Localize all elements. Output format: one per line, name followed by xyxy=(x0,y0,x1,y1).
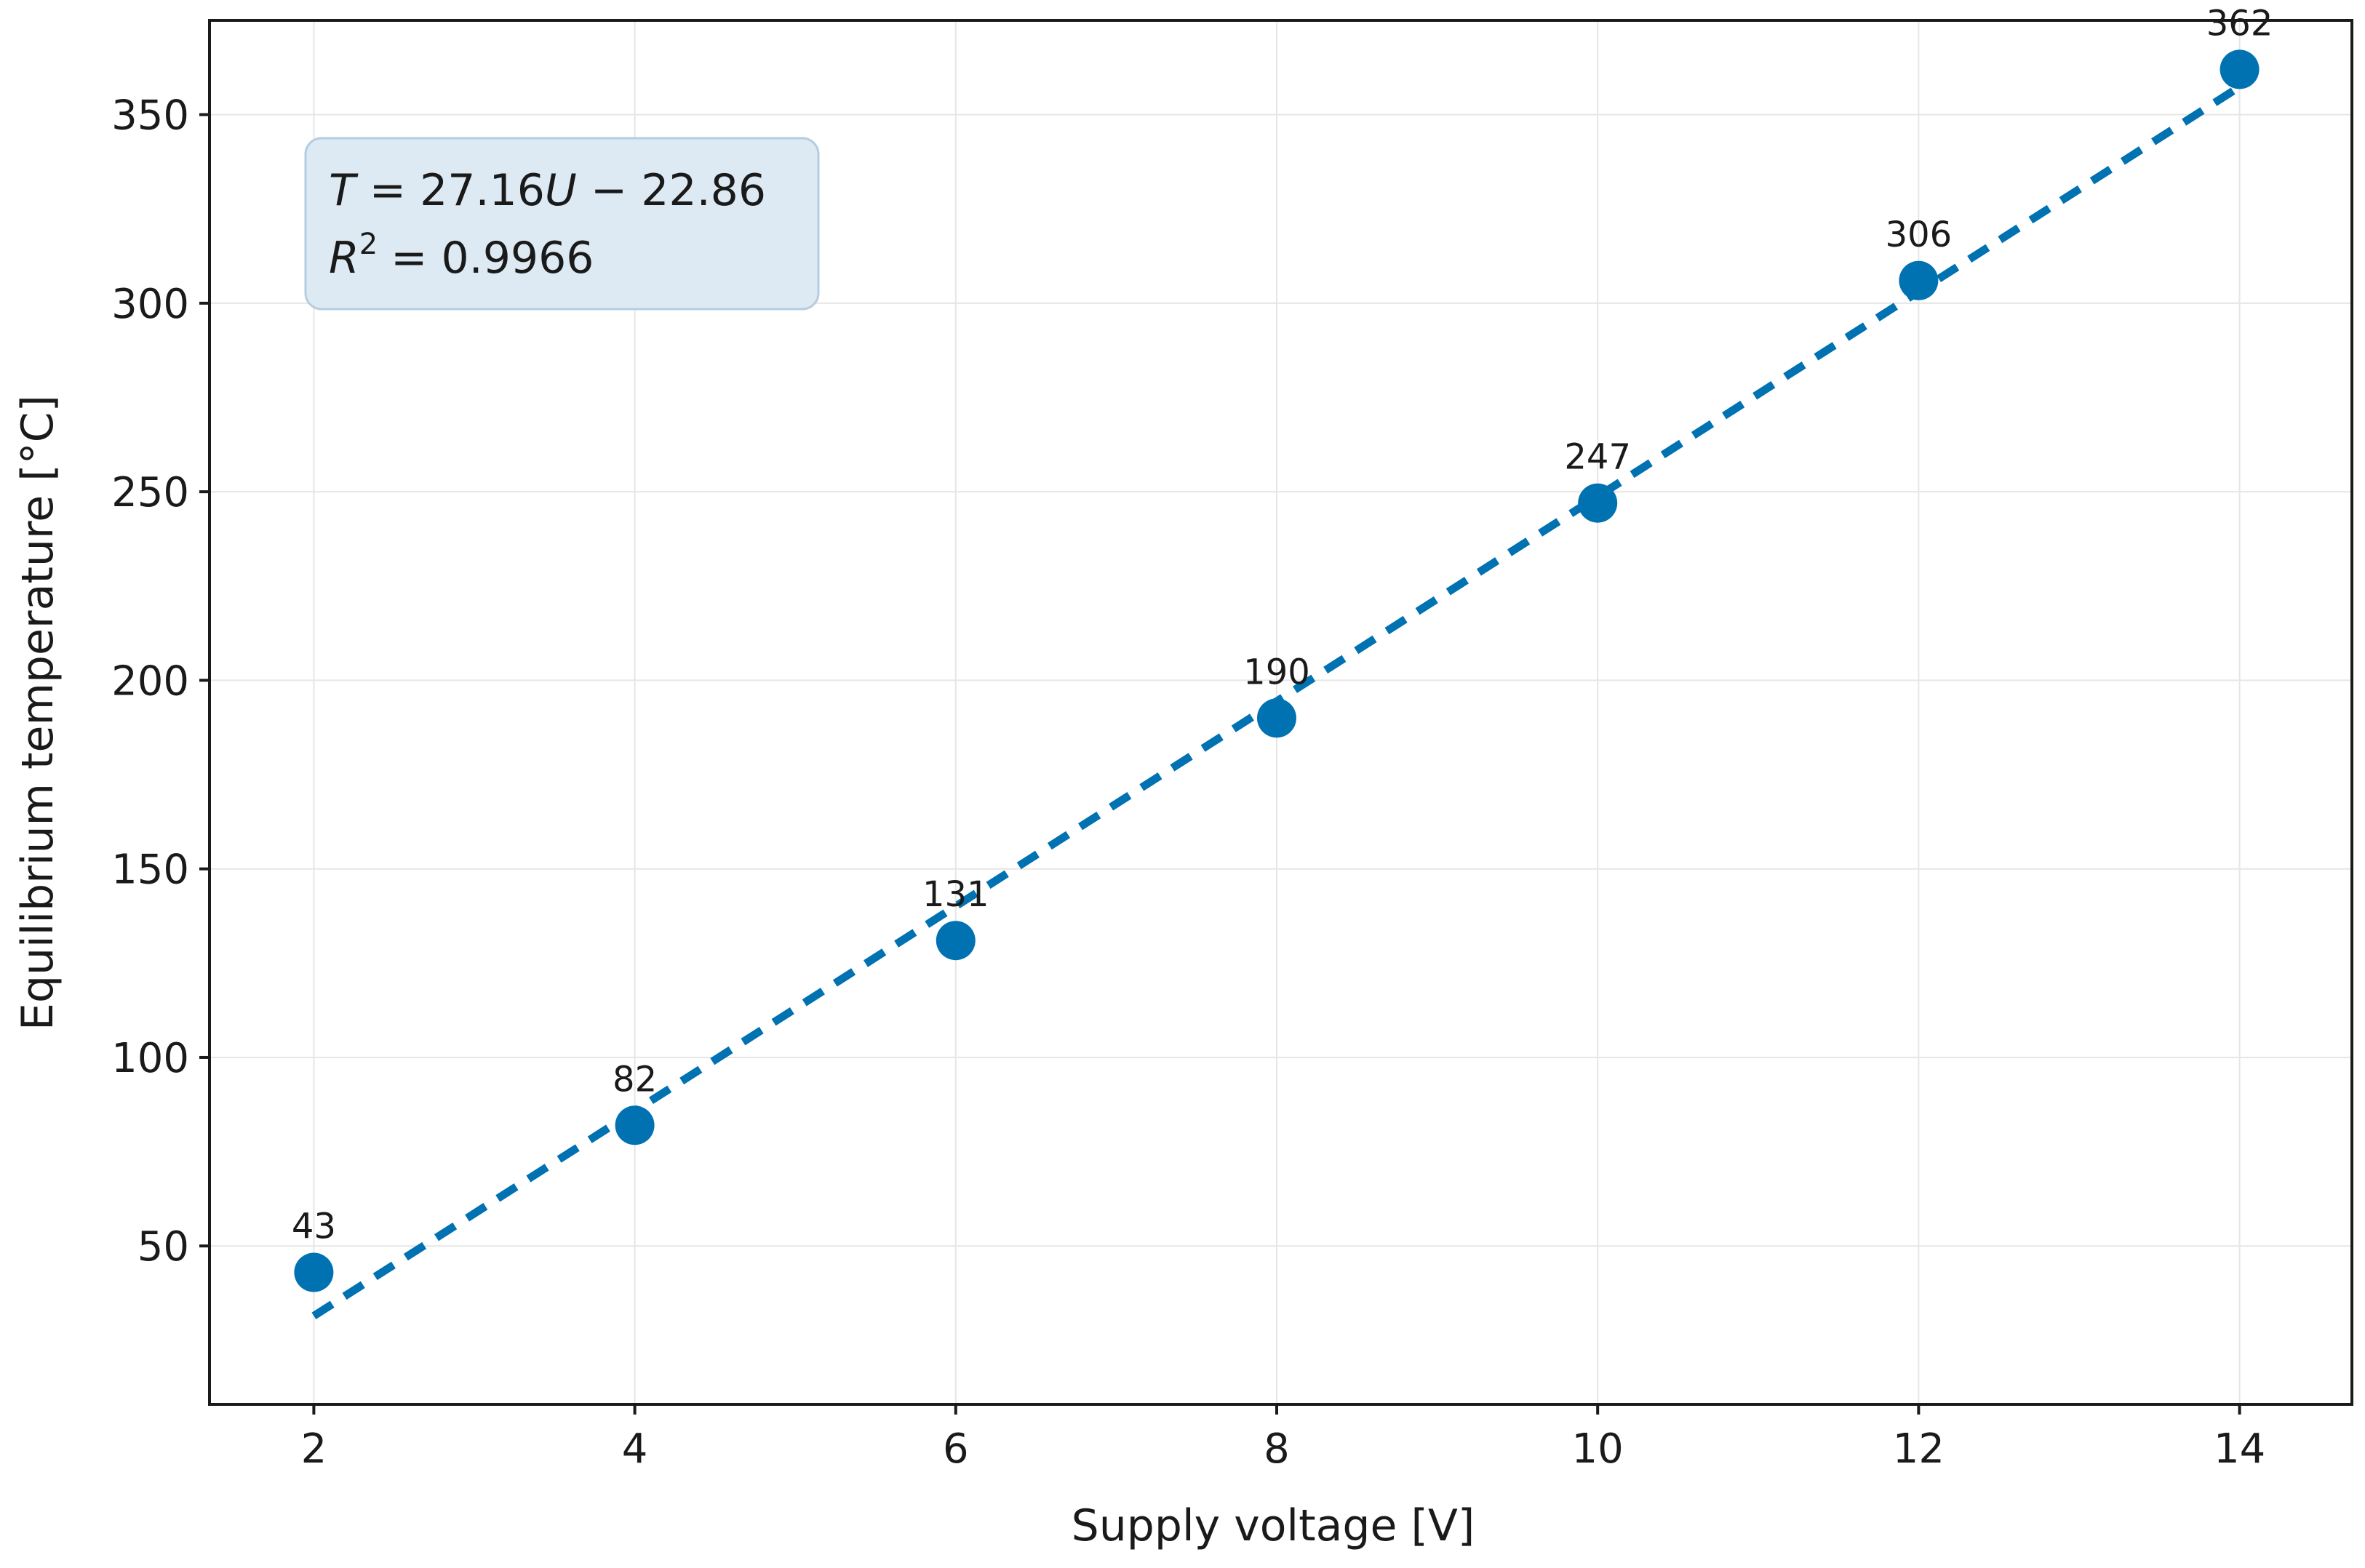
data-point-label: 362 xyxy=(2206,3,2273,44)
grid-lines xyxy=(210,20,2352,1404)
data-point-label: 82 xyxy=(613,1059,657,1100)
y-tick-label: 300 xyxy=(111,281,189,328)
r-squared-text: R2 = 0.9966 xyxy=(329,228,594,284)
plot-frame xyxy=(208,19,2353,1406)
y-tick-label: 350 xyxy=(111,92,189,140)
equation-var-t: T xyxy=(329,165,359,216)
x-tick-label: 2 xyxy=(301,1425,327,1473)
data-point xyxy=(615,1105,655,1145)
data-point-label: 131 xyxy=(922,874,989,915)
data-point-label: 306 xyxy=(1886,215,1953,255)
x-tick-label: 12 xyxy=(1893,1425,1945,1473)
annotation-box xyxy=(304,137,820,311)
x-tick-label: 8 xyxy=(1264,1425,1290,1473)
r-squared-value: = 0.9966 xyxy=(391,233,594,284)
equation-equals: = xyxy=(370,165,406,216)
r-squared-var: R xyxy=(329,233,359,284)
data-point-label: 190 xyxy=(1243,652,1310,692)
y-tick-label: 100 xyxy=(111,1035,189,1082)
y-tick-label: 150 xyxy=(111,847,189,894)
x-tick-label: 4 xyxy=(622,1425,648,1473)
y-axis-ticks: 50 100 150 200 250 300 350 xyxy=(111,92,210,1271)
data-points: 43 82 131 190 247 306 362 xyxy=(292,3,2273,1292)
data-point xyxy=(2220,49,2260,89)
data-point-label: 43 xyxy=(292,1207,336,1247)
equation-text: T = 27.16U − 22.86 xyxy=(329,165,766,216)
data-point xyxy=(294,1252,334,1292)
equation-slope: 27.16 xyxy=(420,165,545,216)
data-point xyxy=(1578,483,1618,523)
r-squared-exponent: 2 xyxy=(359,228,378,261)
y-axis-title: Equilibrium temperature [°C] xyxy=(12,395,63,1031)
x-tick-label: 14 xyxy=(2214,1425,2265,1473)
equation-intercept: − 22.86 xyxy=(591,165,766,216)
equation-var-u: U xyxy=(545,165,577,216)
data-point-label: 247 xyxy=(1564,437,1631,478)
x-tick-label: 6 xyxy=(943,1425,969,1473)
y-tick-label: 250 xyxy=(111,469,189,516)
data-point xyxy=(1899,260,1939,300)
data-point xyxy=(936,921,976,961)
data-point xyxy=(1256,698,1296,738)
x-axis-ticks: 2 4 6 8 10 12 14 xyxy=(301,1404,2265,1473)
x-tick-label: 10 xyxy=(1572,1425,1624,1473)
equation-annotation: T = 27.16U − 22.86 R2 = 0.9966 xyxy=(304,137,820,311)
x-axis-title: Supply voltage [V] xyxy=(1072,1500,1475,1551)
y-tick-label: 50 xyxy=(137,1223,189,1271)
y-tick-label: 200 xyxy=(111,657,189,705)
